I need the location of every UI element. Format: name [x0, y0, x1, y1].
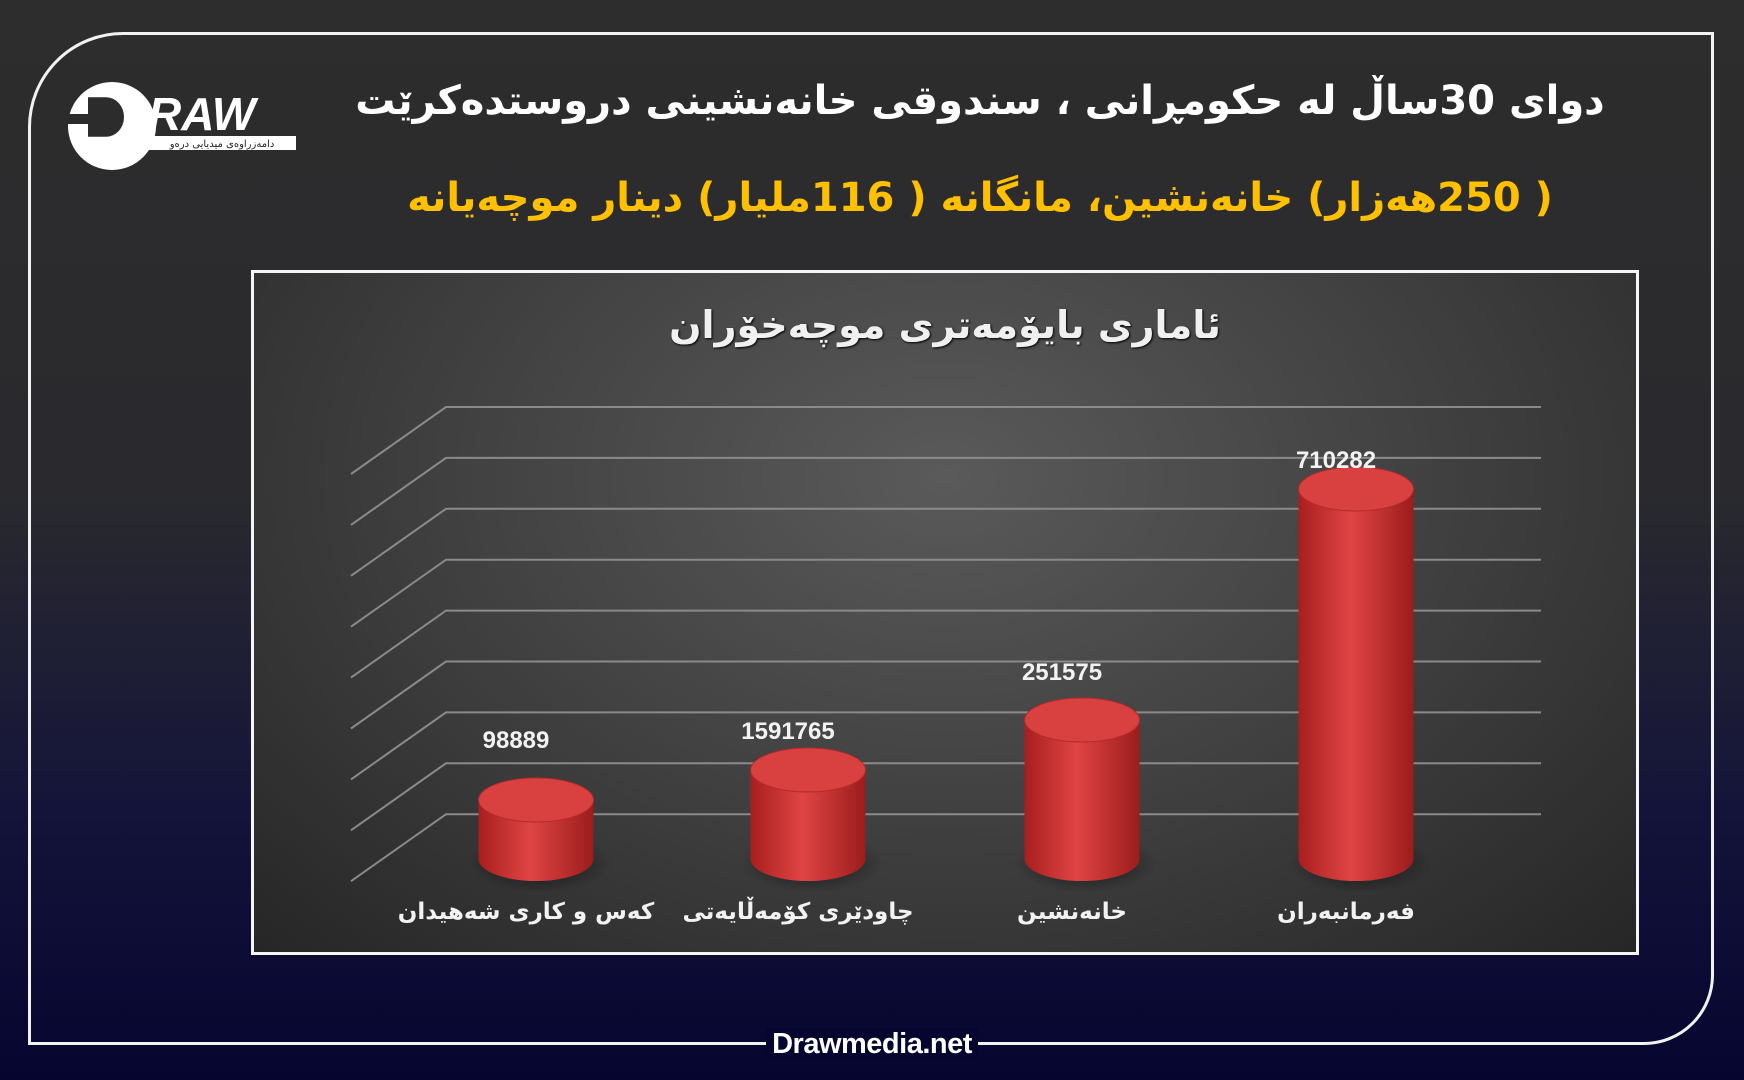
- category-label: خانەنشین: [1017, 899, 1127, 925]
- svg-text:دامەزراوەی میدیایی درەو: دامەزراوەی میدیایی درەو: [169, 139, 275, 150]
- sub-headline: ( 250هەزار) خانەنشین، مانگانە ( 116ملیار…: [407, 175, 1553, 221]
- chart-title: ئاماری بایۆمەتری موچەخۆران: [669, 303, 1221, 347]
- headline: دوای 30ساڵ لە حکومڕانی ، سندوقی خانەنشین…: [355, 78, 1605, 124]
- gridline: [350, 609, 1541, 679]
- category-label: فەرمانبەران: [1277, 899, 1415, 925]
- data-label: 710282: [1296, 447, 1376, 474]
- bar-body: [750, 770, 866, 881]
- draw-logo: RAW دامەزراوەی میدیایی درەو: [66, 76, 306, 178]
- bar: [1014, 697, 1158, 893]
- bar-body: [1298, 489, 1414, 881]
- bar-chart: 98889 کەس و کاری شەهیدان 1591765 چاودێری کۆ…: [350, 406, 1541, 925]
- site-link[interactable]: Drawmedia.net: [766, 1028, 978, 1060]
- bar: [740, 747, 884, 893]
- footer: Drawmedia.net: [0, 1028, 1744, 1061]
- data-label: 1591765: [741, 718, 834, 745]
- gridline: [350, 660, 1541, 730]
- gridline: [350, 813, 1541, 883]
- bar-top: [1024, 697, 1140, 743]
- bar-top: [750, 747, 866, 793]
- gridline: [350, 456, 1541, 526]
- gridline: [350, 558, 1541, 628]
- chart-panel: ئاماری بایۆمەتری موچەخۆران 98889 کەس و کا…: [251, 270, 1639, 955]
- bar-top: [1298, 466, 1414, 512]
- bar-body: [1024, 720, 1140, 881]
- bar-top: [478, 777, 594, 823]
- svg-text:RAW: RAW: [148, 88, 259, 140]
- bar: [468, 777, 612, 893]
- data-label: 98889: [483, 727, 550, 754]
- gridline: [350, 762, 1541, 832]
- gridline: [350, 711, 1541, 781]
- bar: [1288, 466, 1432, 893]
- category-label: چاودێری کۆمەڵایەتی: [682, 896, 913, 925]
- gridline: [350, 406, 1541, 475]
- data-label: 251575: [1022, 659, 1102, 686]
- category-label: کەس و کاری شەهیدان: [398, 899, 655, 925]
- gridline: [350, 507, 1541, 577]
- bar-body: [478, 800, 594, 881]
